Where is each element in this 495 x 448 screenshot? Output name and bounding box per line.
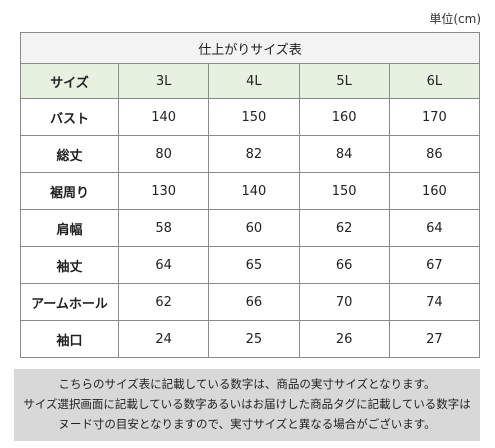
row-label: 肩幅 [20,209,119,247]
table-caption: 仕上がりサイズ表 [19,32,481,64]
table-cell: 70 [298,283,390,321]
table-cell: 84 [298,135,390,173]
table-row-shoulder: 肩幅 58 60 62 64 [20,209,481,247]
table-cell: 160 [388,172,481,210]
note-line: ヌード寸の目安となりますので、実寸サイズと異なる場合がございます。 [58,417,436,431]
table-cell: 65 [208,246,300,284]
table-cell: 64 [117,246,210,284]
row-label: 袖口 [20,320,119,358]
table-cell: 170 [388,98,481,136]
size-header-4l: 4L [208,63,300,99]
table-cell: 66 [208,283,300,321]
table-cell: 24 [117,320,210,358]
size-header-3l: 3L [117,63,210,99]
row-label: 裾周り [20,172,119,210]
size-corner-header: サイズ [20,63,119,99]
table-cell: 64 [388,209,481,247]
table-cell: 62 [117,283,210,321]
table-cell: 130 [117,172,210,210]
table-cell: 26 [298,320,390,358]
row-label: 総丈 [20,135,119,173]
table-caption-row: 仕上がりサイズ表 [19,32,481,64]
table-cell: 62 [298,209,390,247]
row-label: 袖丈 [20,246,119,284]
table-cell: 27 [388,320,481,358]
row-label: バスト [20,98,119,136]
table-cell: 74 [388,283,481,321]
table-row-length: 総丈 80 82 84 86 [20,135,481,173]
table-cell: 66 [298,246,390,284]
unit-label: 単位(cm) [429,12,481,26]
size-header-5l: 5L [298,63,390,99]
table-cell: 60 [208,209,300,247]
table-row-hem: 裾周り 130 140 150 160 [20,172,481,210]
table-cell: 160 [298,98,390,136]
table-cell: 150 [298,172,390,210]
table-row-sleeve: 袖丈 64 65 66 67 [20,246,481,284]
table-row-bust: バスト 140 150 160 170 [20,98,481,136]
table-cell: 80 [117,135,210,173]
table-cell: 82 [208,135,300,173]
row-label: アームホール [20,283,119,321]
table-cell: 86 [388,135,481,173]
size-chart-table: 仕上がりサイズ表 サイズ 3L 4L 5L 6L バスト 140 150 160… [19,32,481,358]
table-cell: 25 [208,320,300,358]
table-cell: 140 [117,98,210,136]
table-cell: 67 [388,246,481,284]
size-header-6l: 6L [388,63,481,99]
table-cell: 58 [117,209,210,247]
table-row-armhole: アームホール 62 66 70 74 [20,283,481,321]
table-header-row: サイズ 3L 4L 5L 6L [20,63,481,99]
table-row-cuff: 袖口 24 25 26 27 [20,320,481,358]
table-cell: 140 [208,172,300,210]
size-note-box: こちらのサイズ表に記載している数字は、商品の実寸サイズとなります。 サイズ選択画… [14,369,480,441]
note-line: サイズ選択画面に記載している数字あるいはお届けした商品タグに記載している数字は [23,397,471,411]
table-cell: 150 [208,98,300,136]
note-line: こちらのサイズ表に記載している数字は、商品の実寸サイズとなります。 [58,377,436,391]
